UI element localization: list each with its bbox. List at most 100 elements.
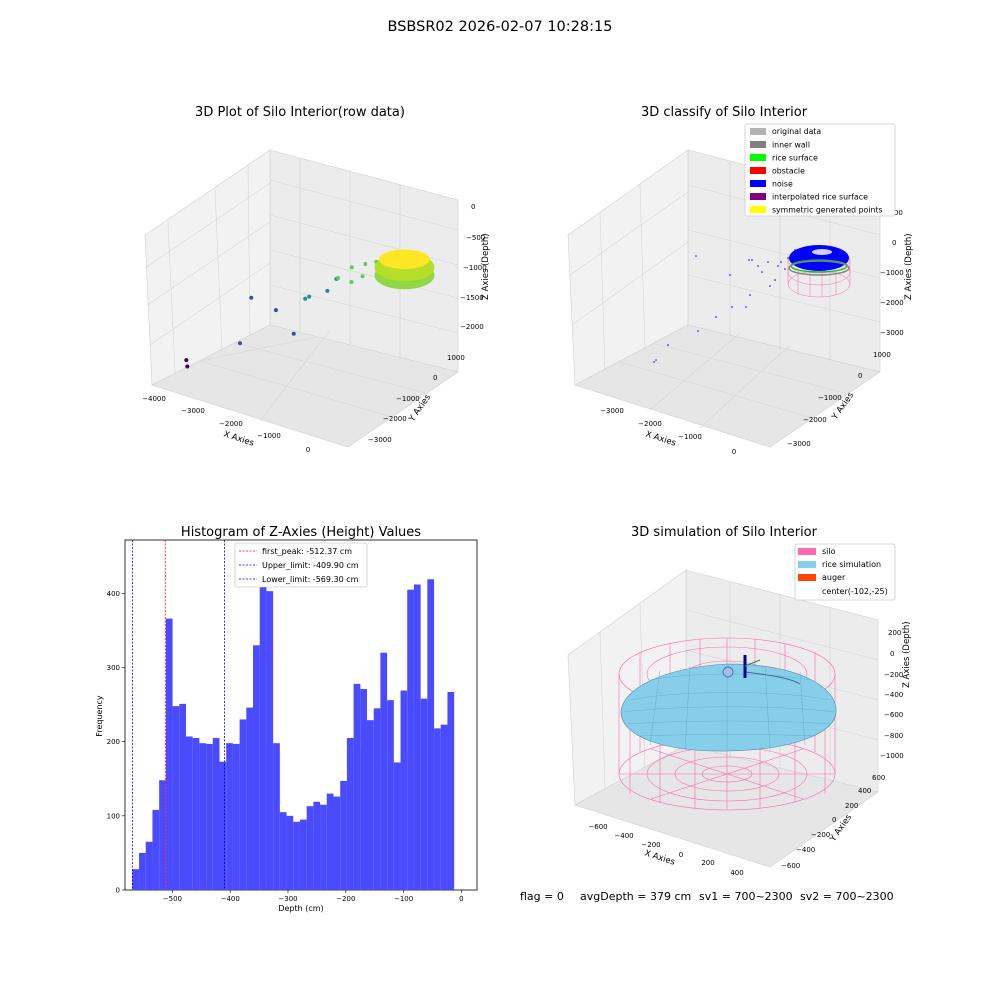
histogram-vlines	[131, 540, 225, 890]
p2-noise-point	[731, 306, 733, 308]
p4-z-tick: 0	[890, 650, 894, 658]
p1-point	[349, 265, 354, 270]
p4-y-tick: −400	[796, 846, 815, 854]
p1-y-tick: −1000	[396, 395, 420, 403]
p1-point	[325, 288, 330, 293]
histogram-x-tick: −300	[278, 895, 297, 903]
histogram-bar	[179, 703, 186, 890]
p2-noise-point	[761, 271, 763, 273]
histogram-bar	[313, 801, 321, 890]
p2-legend-swatch	[750, 128, 766, 135]
histogram-bar	[273, 743, 280, 890]
histogram-bar	[380, 652, 388, 890]
p1-y-tick: −2000	[383, 415, 407, 423]
p1-point	[291, 331, 296, 336]
histogram-bar	[159, 780, 166, 890]
p2-noise-point	[769, 285, 771, 287]
histogram-title: Histogram of Z-Axies (Height) Values	[181, 525, 421, 540]
histogram-bar	[266, 591, 274, 890]
p2-inner-wall-ring	[788, 260, 850, 276]
p1-x-tick: −2000	[219, 420, 243, 428]
p2-noise-point	[748, 259, 750, 261]
histogram-x-tick: −400	[221, 895, 240, 903]
histogram-y-tick: 100	[107, 812, 120, 820]
p2-noise-point	[695, 255, 697, 257]
p4-y-tick: 200	[845, 802, 858, 810]
p2-noise-point	[799, 255, 801, 257]
rice-simulation-surface	[620, 663, 837, 752]
histogram-bar	[373, 708, 381, 890]
histogram-bar	[400, 690, 408, 890]
p2-noise-points	[653, 249, 801, 363]
histogram-bar	[407, 589, 414, 890]
p2-noise-point	[751, 259, 753, 261]
p1-point	[363, 262, 368, 267]
histogram-x-ticks: −500 −400 −300 −200 −100 0	[163, 890, 464, 903]
p1-x-tick: −3000	[181, 407, 205, 415]
p2-y-tick: −2000	[803, 416, 827, 424]
p2-x-tick: −1000	[678, 433, 702, 441]
p1-y-tick: −3000	[368, 436, 392, 444]
p2-noise-point	[777, 265, 779, 267]
histogram-y-tick: 0	[116, 887, 120, 895]
histogram-bar	[360, 689, 368, 890]
p4-legend-swatch	[798, 561, 816, 568]
p4-z-tick: −200	[884, 671, 903, 679]
histogram-bar	[340, 780, 347, 890]
histogram-bar	[293, 821, 300, 890]
p2-legend-label: inner wall	[772, 141, 810, 150]
histogram-bar	[387, 700, 394, 890]
histogram-bar	[259, 556, 267, 890]
histogram-bar	[152, 809, 160, 890]
p4-x-tick: 400	[730, 869, 743, 877]
histogram-bar	[226, 743, 233, 890]
p4-z-tick: −600	[884, 711, 903, 719]
histogram-y-tick: 400	[107, 590, 120, 598]
p1-point	[238, 341, 243, 346]
p1-z-tick: −1000	[463, 264, 487, 272]
histogram-bar	[185, 736, 193, 890]
histogram-x-axis-label: Depth (cm)	[278, 904, 323, 913]
p2-rice-top	[812, 249, 832, 255]
p1-point	[336, 276, 341, 281]
p2-y-tick: 1000	[873, 351, 891, 359]
histogram-panel: Histogram of Z-Axies (Height) Values −50…	[95, 525, 478, 913]
histogram-bar	[286, 815, 294, 890]
p1-points	[184, 249, 435, 369]
histogram-bar	[447, 692, 455, 890]
histogram-legend-label: first_peak: -512.37 cm	[262, 547, 352, 556]
p2-legend-swatch	[750, 206, 766, 213]
p4-y-tick: 0	[832, 816, 836, 824]
histogram-bar	[206, 743, 213, 890]
p1-x-tick: −1000	[257, 432, 281, 440]
histogram-bar	[145, 841, 153, 890]
p2-legend: original data inner wall rice surface ob…	[744, 123, 896, 217]
p2-noise-point	[757, 265, 759, 267]
p2-z-tick: −1000	[880, 269, 904, 277]
histogram-legend: first_peak: -512.37 cm Upper_limit: -409…	[234, 542, 368, 588]
histogram-x-tick: 0	[459, 895, 463, 903]
p4-y-tick: 400	[858, 787, 871, 795]
p4-legend-label: silo	[822, 547, 836, 556]
p4-legend-label: center(-102,-25)	[822, 587, 888, 596]
p4-legend-label: rice simulation	[822, 560, 881, 569]
histogram-bar	[393, 762, 401, 890]
p2-noise-point	[780, 261, 782, 263]
auger-arm	[744, 659, 761, 667]
p1-point	[303, 296, 308, 301]
p2-legend-swatch	[750, 141, 766, 148]
histogram-y-ticks: 0 100 200 300 400	[107, 590, 125, 895]
p1-z-tick: −1500	[460, 294, 484, 302]
histogram-x-tick: −100	[394, 895, 413, 903]
p2-legend-swatch	[750, 167, 766, 174]
histogram-y-tick: 200	[107, 738, 120, 746]
p1-point	[184, 358, 189, 363]
p2-noise-point	[715, 316, 717, 318]
p1-z-axis-label: Z Axies (Depth)	[481, 233, 491, 300]
p4-x-tick: −200	[641, 841, 660, 849]
status-line: flag = 0 avgDepth = 379 cm sv1 = 700~230…	[520, 890, 894, 903]
p2-noise-point	[774, 279, 776, 281]
p2-legend-label: noise	[772, 180, 793, 189]
p4-y-tick: −200	[811, 831, 830, 839]
p2-legend-label: original data	[772, 127, 821, 136]
